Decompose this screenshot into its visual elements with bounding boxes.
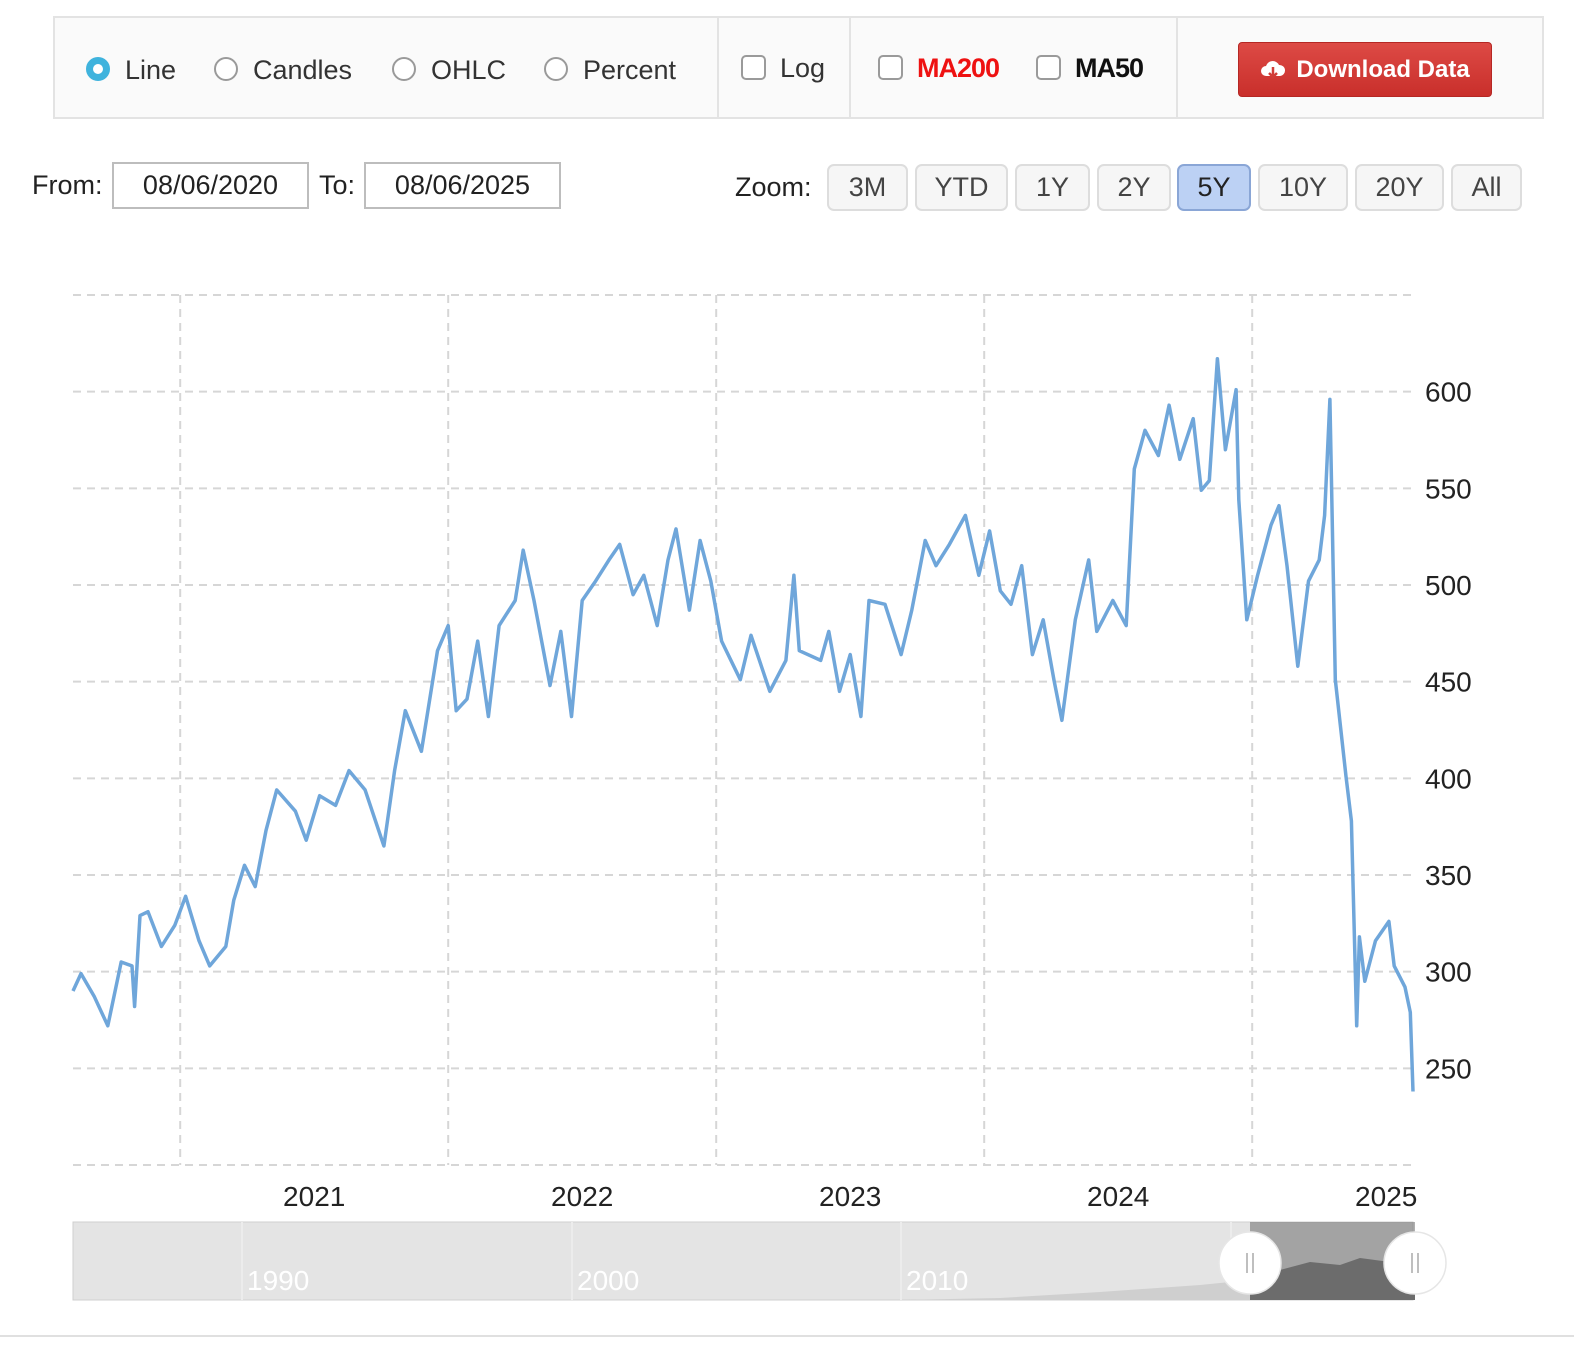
zoom-button[interactable]: All [1451,164,1522,211]
from-input[interactable]: 08/06/2020 [112,162,309,209]
zoom-button[interactable]: 20Y [1355,164,1444,211]
download-button[interactable]: Download Data [1238,42,1492,97]
checkbox-label[interactable]: MA50 [1075,53,1144,83]
zoom-button[interactable]: 1Y [1015,164,1090,211]
checkbox[interactable] [741,55,766,80]
zoom-button[interactable]: 5Y [1177,164,1251,211]
y-tick-label: 500 [1425,570,1472,601]
navigator-handle[interactable] [1218,1231,1282,1295]
navigator-area [900,1280,1250,1300]
checkbox[interactable] [878,55,903,80]
y-tick-label: 400 [1425,763,1472,794]
to-input[interactable]: 08/06/2025 [364,162,561,209]
navigator-label: 2000 [577,1265,639,1296]
price-line [71,357,1415,1092]
handle-grip [1246,1253,1254,1273]
navigator-label: 1990 [247,1265,309,1296]
navigator-handle[interactable] [1383,1231,1447,1295]
radio[interactable] [86,57,110,81]
x-tick-label: 2025 [1355,1181,1417,1212]
y-tick-label: 450 [1425,667,1472,698]
radio[interactable] [392,57,416,81]
x-tick-label: 2023 [819,1181,881,1212]
from-label: From: [32,170,103,200]
zoom-label: Zoom: [735,172,812,202]
y-tick-label: 250 [1425,1053,1472,1084]
y-tick-label: 300 [1425,957,1472,988]
checkbox[interactable] [1036,55,1061,80]
radio[interactable] [214,57,238,81]
radio-label[interactable]: OHLC [431,55,507,85]
y-tick-label: 600 [1425,377,1472,408]
x-tick-label: 2024 [1087,1181,1149,1212]
radio[interactable] [544,57,568,81]
zoom-button[interactable]: 2Y [1097,164,1171,211]
checkbox-label[interactable]: Log [780,53,826,83]
radio-label[interactable]: Line [125,55,177,85]
checkbox-label[interactable]: MA200 [917,53,1000,83]
zoom-button[interactable]: 3M [827,164,908,211]
download-label: Download Data [1296,55,1470,83]
to-label: To: [319,170,356,200]
divider [717,16,719,119]
zoom-button[interactable]: YTD [915,164,1008,211]
zoom-button[interactable]: 10Y [1258,164,1348,211]
radio-label[interactable]: Candles [253,55,353,85]
y-tick-label: 550 [1425,473,1472,504]
navigator-label: 2010 [906,1265,968,1296]
x-tick-label: 2021 [283,1181,345,1212]
handle-grip [1411,1253,1419,1273]
divider [1176,16,1178,119]
y-tick-label: 350 [1425,860,1472,891]
radio-label[interactable]: Percent [583,55,677,85]
x-tick-label: 2022 [551,1181,613,1212]
navigator-selected-area [1250,1250,1415,1300]
cloud-icon [1261,60,1286,79]
divider [849,16,851,119]
